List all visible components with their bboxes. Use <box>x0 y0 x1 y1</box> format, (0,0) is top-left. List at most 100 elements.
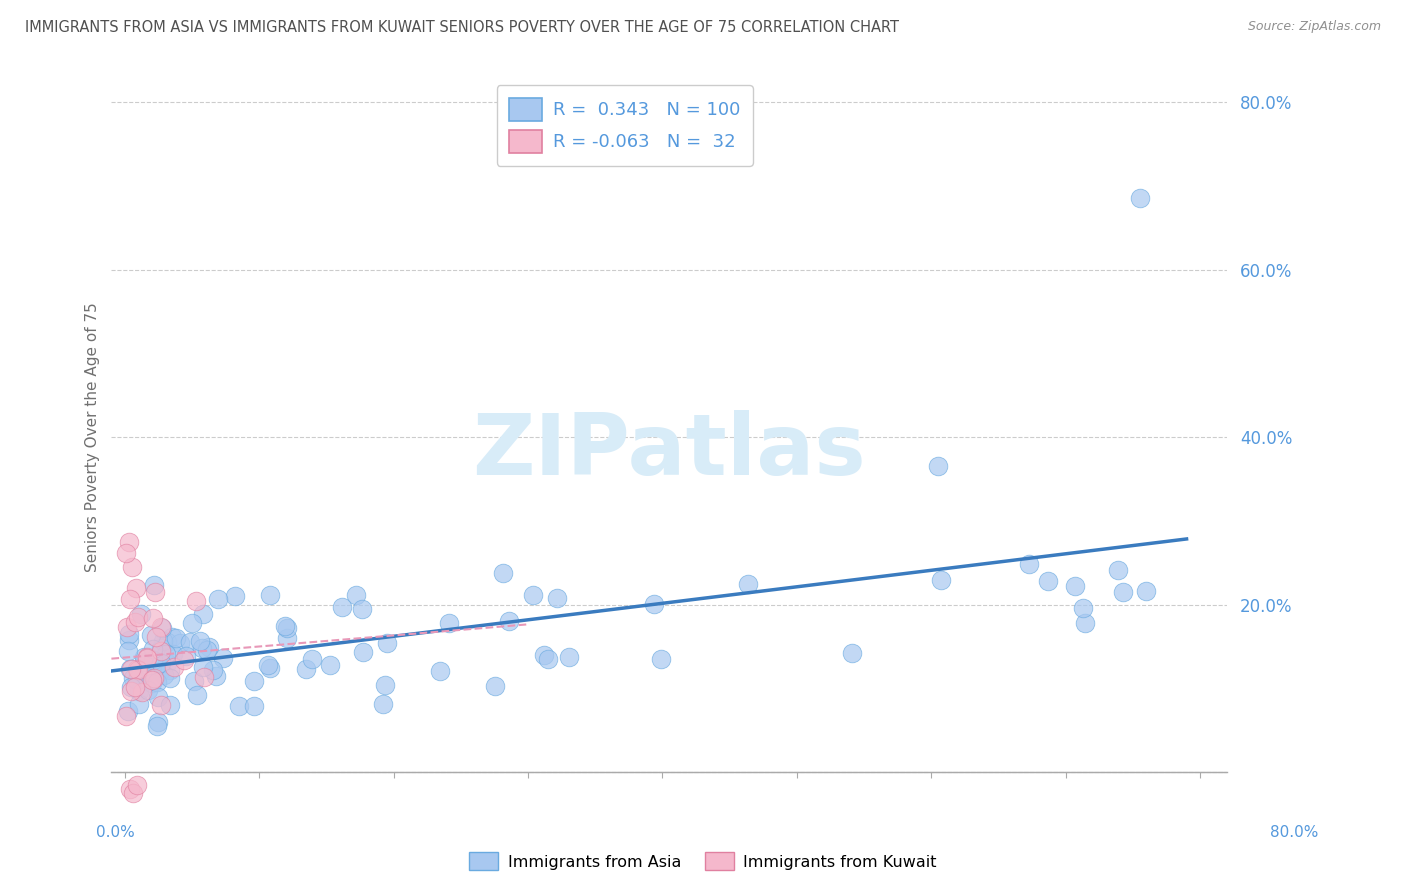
Point <box>120 662 142 676</box>
Point <box>650 652 672 666</box>
Point <box>152 634 174 648</box>
Point <box>173 653 195 667</box>
Point <box>295 662 318 676</box>
Point <box>546 591 568 605</box>
Point <box>375 636 398 650</box>
Point <box>371 697 394 711</box>
Point <box>150 698 173 712</box>
Point <box>537 652 560 666</box>
Point <box>259 588 281 602</box>
Point <box>115 709 138 723</box>
Point <box>125 778 148 792</box>
Point <box>180 615 202 630</box>
Point <box>522 589 544 603</box>
Point <box>301 651 323 665</box>
Point <box>127 663 149 677</box>
Point <box>190 640 212 655</box>
Point <box>118 627 141 641</box>
Point <box>122 786 145 800</box>
Point <box>134 650 156 665</box>
Point <box>224 590 246 604</box>
Point <box>150 656 173 670</box>
Point <box>145 631 167 645</box>
Point <box>243 698 266 713</box>
Point <box>156 656 179 670</box>
Point <box>149 664 172 678</box>
Point <box>141 676 163 690</box>
Point <box>841 646 863 660</box>
Point <box>195 643 218 657</box>
Point <box>120 683 142 698</box>
Point <box>156 634 179 648</box>
Point <box>184 594 207 608</box>
Point <box>193 670 215 684</box>
Point <box>276 621 298 635</box>
Point <box>134 666 156 681</box>
Point <box>439 615 461 630</box>
Point <box>344 588 367 602</box>
Point <box>1135 584 1157 599</box>
Point <box>160 630 183 644</box>
Point <box>1063 579 1085 593</box>
Point <box>146 719 169 733</box>
Point <box>120 680 142 694</box>
Point <box>929 573 952 587</box>
Point <box>1107 563 1129 577</box>
Point <box>1073 615 1095 630</box>
Point <box>179 635 201 649</box>
Point <box>115 546 138 560</box>
Point <box>643 597 665 611</box>
Text: 80.0%: 80.0% <box>1271 825 1319 839</box>
Point <box>259 661 281 675</box>
Point <box>142 611 165 625</box>
Point <box>183 673 205 688</box>
Text: IMMIGRANTS FROM ASIA VS IMMIGRANTS FROM KUWAIT SENIORS POVERTY OVER THE AGE OF 7: IMMIGRANTS FROM ASIA VS IMMIGRANTS FROM … <box>25 20 900 35</box>
Text: ZIPatlas: ZIPatlas <box>472 410 866 493</box>
Point <box>118 663 141 677</box>
Point <box>136 682 159 697</box>
Point <box>1071 600 1094 615</box>
Point <box>927 459 949 474</box>
Point <box>319 658 342 673</box>
Point <box>128 684 150 698</box>
Point <box>212 650 235 665</box>
Point <box>127 610 149 624</box>
Point <box>117 643 139 657</box>
Point <box>115 620 138 634</box>
Point <box>491 566 513 580</box>
Point <box>131 684 153 698</box>
Point <box>162 660 184 674</box>
Text: Source: ZipAtlas.com: Source: ZipAtlas.com <box>1247 20 1381 33</box>
Point <box>1036 574 1059 589</box>
Point <box>207 591 229 606</box>
Point <box>202 663 225 677</box>
Point <box>159 698 181 712</box>
Point <box>143 584 166 599</box>
Point <box>257 657 280 672</box>
Point <box>132 655 155 669</box>
Point <box>148 715 170 730</box>
Text: 0.0%: 0.0% <box>96 825 135 839</box>
Point <box>374 678 396 692</box>
Point <box>121 560 143 574</box>
Point <box>205 669 228 683</box>
Point <box>191 659 214 673</box>
Point <box>350 602 373 616</box>
Legend: Immigrants from Asia, Immigrants from Kuwait: Immigrants from Asia, Immigrants from Ku… <box>463 846 943 877</box>
Point <box>118 633 141 648</box>
Point <box>188 634 211 648</box>
Point <box>162 648 184 662</box>
Point <box>159 671 181 685</box>
Point <box>1018 557 1040 571</box>
Point <box>136 649 159 664</box>
Point <box>146 674 169 689</box>
Point <box>125 673 148 687</box>
Point <box>186 689 208 703</box>
Point <box>142 671 165 685</box>
Point <box>484 679 506 693</box>
Point <box>1128 191 1150 205</box>
Point <box>737 577 759 591</box>
Point <box>124 581 146 595</box>
Point <box>128 697 150 711</box>
Point <box>141 628 163 642</box>
